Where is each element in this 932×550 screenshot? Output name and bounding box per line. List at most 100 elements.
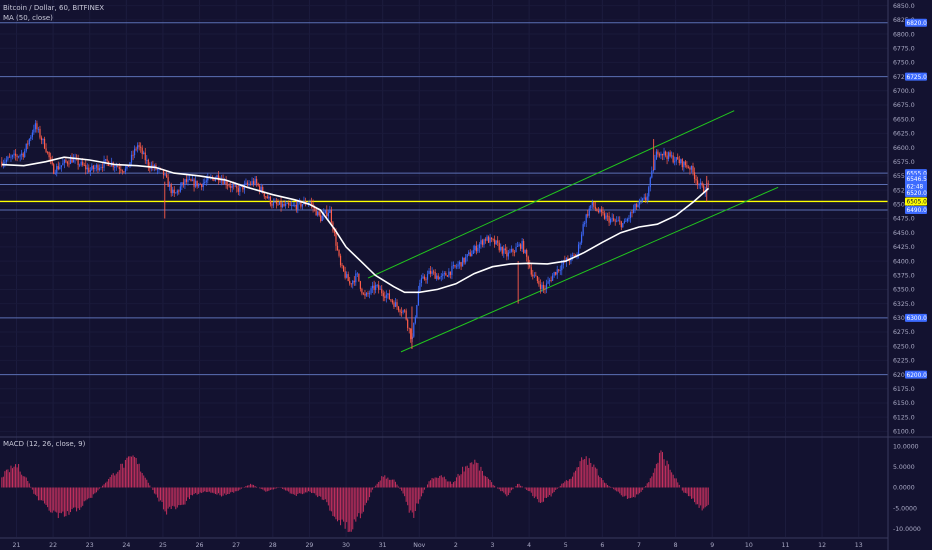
candle-body xyxy=(272,202,275,206)
candle-body xyxy=(651,170,653,178)
candle-body xyxy=(173,189,175,194)
price-tick-label: 6300.0 xyxy=(893,315,915,322)
symbol-title[interactable]: Bitcoin / Dollar, 60, BITFINEX xyxy=(3,4,105,12)
candle-body xyxy=(69,157,72,164)
candle-body xyxy=(655,151,657,160)
price-tick-label: 6475.0 xyxy=(893,216,915,223)
candle-body xyxy=(222,179,224,184)
candle-body xyxy=(79,164,81,166)
candle-body xyxy=(622,223,624,228)
candle-body xyxy=(675,157,677,162)
time-tick-label: 3 xyxy=(491,542,495,549)
candle-body xyxy=(199,183,201,185)
candle-body xyxy=(376,284,378,286)
candle-body xyxy=(170,184,172,194)
candle-body xyxy=(388,293,390,300)
candle-body xyxy=(172,189,174,194)
candle-body xyxy=(324,210,326,213)
candle-body xyxy=(515,246,517,252)
macd-title[interactable]: MACD (12, 26, close, 9) xyxy=(3,440,86,448)
candle-body xyxy=(471,253,473,257)
candle-body xyxy=(275,201,278,204)
candle-body xyxy=(367,292,369,294)
candle-body xyxy=(83,164,85,166)
candle-body xyxy=(280,201,282,208)
macd-axis[interactable]: 10.0000 5.0000 0.0000 -5.0000 -10.0000 xyxy=(893,443,921,533)
candle-body xyxy=(22,153,24,157)
candle-body xyxy=(558,269,560,271)
candle-body xyxy=(246,182,249,185)
candle-body xyxy=(400,312,403,314)
candle-body xyxy=(468,252,470,255)
price-axis-tag-label: 6200.0 xyxy=(907,373,928,379)
price-tick-label: 6600.0 xyxy=(893,145,915,152)
candle-body xyxy=(370,288,372,294)
candle-body xyxy=(397,306,400,311)
price-tick-label: 6225.0 xyxy=(893,358,915,365)
candle-body xyxy=(89,169,91,173)
candle-body xyxy=(472,250,474,254)
candle-body xyxy=(109,165,111,167)
candle-body xyxy=(341,265,343,266)
price-axis[interactable]: 6850.0 6825.0 6800.0 6775.0 6750.0 6725.0 6700… xyxy=(893,3,927,436)
candle-body xyxy=(339,255,342,266)
candle-body xyxy=(428,270,430,275)
price-tick-label: 6100.0 xyxy=(893,429,915,436)
candle-body xyxy=(463,257,465,263)
horizontal-levels[interactable] xyxy=(0,22,888,376)
time-tick-label: 28 xyxy=(269,542,277,549)
candle-body xyxy=(133,148,136,156)
candle-body xyxy=(637,204,639,208)
candle-body xyxy=(185,179,188,182)
candle-body xyxy=(56,166,58,173)
candle-body xyxy=(384,296,386,298)
candle-body xyxy=(475,245,477,252)
candle-body xyxy=(707,183,709,185)
candle-body xyxy=(535,275,537,277)
price-axis-tag xyxy=(905,370,927,379)
candle-body xyxy=(309,202,311,204)
candle-body xyxy=(696,180,699,185)
candle-body xyxy=(640,200,642,202)
candle-body xyxy=(524,249,526,253)
time-axis[interactable]: 21 22 23 24 25 26 27 28 29 30 31 Nov 2 3 4 5 6 7 8 9 10 11 12 1… xyxy=(13,542,863,549)
candle-body xyxy=(497,240,499,243)
candle-body xyxy=(423,276,426,280)
indicator-title[interactable]: MA (50, close) xyxy=(3,14,53,22)
candle-body xyxy=(188,179,191,181)
candle-body xyxy=(321,215,323,222)
candle-body xyxy=(695,179,697,181)
candle-body xyxy=(166,174,168,178)
candle-body xyxy=(182,182,184,185)
candle-body xyxy=(11,155,14,157)
price-axis-tag-label: 6490.0 xyxy=(907,208,928,214)
candle-body xyxy=(593,202,595,207)
candle-body xyxy=(118,167,120,170)
candle-body xyxy=(101,167,104,168)
candle-body xyxy=(143,152,145,155)
candle-body xyxy=(353,280,355,283)
candle-body xyxy=(202,183,204,188)
candle-body xyxy=(581,234,583,243)
candle-body xyxy=(358,273,360,282)
candle-body xyxy=(262,186,264,194)
candle-body xyxy=(228,185,230,187)
candle-body xyxy=(602,211,604,214)
candle-body xyxy=(381,288,383,294)
candle-body xyxy=(408,327,410,329)
candle-body xyxy=(498,242,500,251)
candle-body xyxy=(327,212,329,217)
candle-body xyxy=(292,205,294,206)
candle-body xyxy=(48,152,50,158)
price-tick-label: 6400.0 xyxy=(893,258,915,265)
candle-body xyxy=(632,208,635,213)
candle-body xyxy=(660,153,662,156)
candle-body xyxy=(559,270,561,272)
candle-body xyxy=(167,177,169,187)
candle-body xyxy=(690,165,693,170)
candle-body xyxy=(477,247,479,252)
price-tick-label: 6775.0 xyxy=(893,45,915,52)
candle-body xyxy=(181,182,183,187)
trend-channel[interactable] xyxy=(367,110,779,353)
